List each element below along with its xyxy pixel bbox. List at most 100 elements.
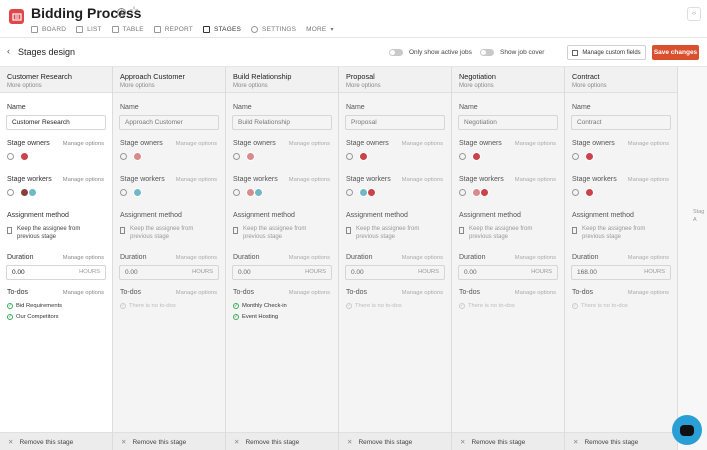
stage-header[interactable]: Customer Research More options (0, 67, 112, 93)
manage-duration-link[interactable]: Manage options (62, 255, 104, 261)
manage-owners-link[interactable]: Manage options (627, 141, 669, 147)
more-options-link[interactable]: More options (120, 83, 155, 89)
duration-input[interactable]: 0.00 HOURS (119, 265, 219, 280)
info-icon[interactable]: i (117, 8, 126, 17)
manage-todos-link[interactable]: Manage options (62, 290, 104, 296)
stage-name-input[interactable]: Proposal (345, 115, 445, 130)
todo-item[interactable]: ✓ Our Competitors (7, 314, 59, 320)
tab-board[interactable]: BOARD (31, 23, 66, 35)
avatar[interactable] (585, 152, 594, 161)
owners-avatars[interactable] (572, 152, 594, 161)
manage-todos-link[interactable]: Manage options (514, 290, 556, 296)
keep-assignee-option[interactable]: Keep the assignee from previous stage (120, 226, 215, 241)
duration-input[interactable]: 168.00 HOURS (571, 265, 671, 280)
tab-report[interactable]: REPORT (153, 23, 193, 35)
stage-name-input[interactable]: Negotiation (458, 115, 558, 130)
stage-name-input[interactable]: Approach Customer (119, 115, 219, 130)
toggle-switch[interactable] (389, 49, 403, 56)
avatar[interactable] (359, 152, 368, 161)
toggle-switch[interactable] (480, 49, 494, 56)
avatar[interactable] (480, 188, 489, 197)
add-stage-panel[interactable]: Stag A (678, 67, 707, 450)
workers-avatars[interactable] (120, 188, 142, 197)
manage-workers-link[interactable]: Manage options (401, 177, 443, 183)
owners-avatars[interactable] (346, 152, 368, 161)
manage-duration-link[interactable]: Manage options (514, 255, 556, 261)
avatar[interactable] (28, 188, 37, 197)
manage-todos-link[interactable]: Manage options (175, 290, 217, 296)
more-options-link[interactable]: More options (459, 83, 494, 89)
stage-name-input[interactable]: Customer Research (6, 115, 106, 130)
keep-assignee-option[interactable]: Keep the assignee from previous stage (346, 226, 441, 241)
stage-header[interactable]: Build Relationship More options (226, 67, 338, 93)
stage-header[interactable]: Approach Customer More options (113, 67, 225, 93)
workers-avatars[interactable] (346, 188, 376, 197)
avatar[interactable] (133, 188, 142, 197)
avatar[interactable] (254, 188, 263, 197)
manage-owners-link[interactable]: Manage options (288, 141, 330, 147)
more-options-link[interactable]: More options (233, 83, 268, 89)
active-jobs-toggle[interactable]: Only show active jobs (389, 49, 472, 56)
tab-settings[interactable]: SETTINGS (251, 23, 296, 35)
owners-avatars[interactable] (459, 152, 481, 161)
manage-workers-link[interactable]: Manage options (288, 177, 330, 183)
duration-input[interactable]: 0.00 HOURS (458, 265, 558, 280)
remove-stage-button[interactable]: ✕ Remove this stage (565, 432, 677, 450)
manage-duration-link[interactable]: Manage options (288, 255, 330, 261)
todo-item[interactable]: ✓ Monthly Check-in (233, 303, 287, 309)
manage-workers-link[interactable]: Manage options (627, 177, 669, 183)
workers-avatars[interactable] (572, 188, 594, 197)
manage-duration-link[interactable]: Manage options (627, 255, 669, 261)
tab-table[interactable]: TABLE (111, 23, 144, 35)
manage-duration-link[interactable]: Manage options (175, 255, 217, 261)
manage-todos-link[interactable]: Manage options (288, 290, 330, 296)
avatar[interactable] (472, 152, 481, 161)
keep-assignee-option[interactable]: Keep the assignee from previous stage (572, 226, 667, 241)
keep-assignee-option[interactable]: Keep the assignee from previous stage (7, 226, 102, 241)
manage-todos-link[interactable]: Manage options (627, 290, 669, 296)
workers-avatars[interactable] (7, 188, 37, 197)
back-arrow-icon[interactable]: ‹ (7, 46, 10, 56)
avatar[interactable] (20, 152, 29, 161)
duration-input[interactable]: 0.00 HOURS (232, 265, 332, 280)
owners-avatars[interactable] (233, 152, 255, 161)
stage-header[interactable]: Proposal More options (339, 67, 451, 93)
more-options-link[interactable]: More options (346, 83, 381, 89)
remove-stage-button[interactable]: ✕ Remove this stage (226, 432, 338, 450)
workers-avatars[interactable] (233, 188, 263, 197)
manage-owners-link[interactable]: Manage options (401, 141, 443, 147)
remove-stage-button[interactable]: ✕ Remove this stage (0, 432, 112, 450)
keep-assignee-option[interactable]: Keep the assignee from previous stage (459, 226, 554, 241)
job-cover-toggle[interactable]: Show job cover (480, 49, 544, 56)
duration-input[interactable]: 0.00 HOURS (345, 265, 445, 280)
chat-support-button[interactable] (672, 415, 702, 445)
workers-avatars[interactable] (459, 188, 489, 197)
tab-list[interactable]: LIST (76, 23, 102, 35)
stage-header[interactable]: Negotiation More options (452, 67, 564, 93)
tab-more[interactable]: MORE ▾ (306, 25, 334, 33)
avatar[interactable] (133, 152, 142, 161)
manage-custom-fields-button[interactable]: Manage custom fields (567, 45, 646, 60)
manage-owners-link[interactable]: Manage options (175, 141, 217, 147)
manage-workers-link[interactable]: Manage options (514, 177, 556, 183)
manage-duration-link[interactable]: Manage options (401, 255, 443, 261)
manage-todos-link[interactable]: Manage options (401, 290, 443, 296)
collapse-button[interactable]: ‹› (687, 7, 701, 21)
owners-avatars[interactable] (120, 152, 142, 161)
manage-owners-link[interactable]: Manage options (62, 141, 104, 147)
stage-name-input[interactable]: Contract (571, 115, 671, 130)
remove-stage-button[interactable]: ✕ Remove this stage (452, 432, 564, 450)
todo-item[interactable]: ✓ Event Hosting (233, 314, 279, 320)
owners-avatars[interactable] (7, 152, 29, 161)
more-options-link[interactable]: More options (7, 83, 42, 89)
save-changes-button[interactable]: Save changes (652, 45, 699, 60)
avatar[interactable] (585, 188, 594, 197)
more-options-link[interactable]: More options (572, 83, 607, 89)
manage-workers-link[interactable]: Manage options (62, 177, 104, 183)
stage-name-input[interactable]: Build Relationship (232, 115, 332, 130)
remove-stage-button[interactable]: ✕ Remove this stage (113, 432, 225, 450)
remove-stage-button[interactable]: ✕ Remove this stage (339, 432, 451, 450)
avatar[interactable] (367, 188, 376, 197)
manage-owners-link[interactable]: Manage options (514, 141, 556, 147)
avatar[interactable] (246, 152, 255, 161)
